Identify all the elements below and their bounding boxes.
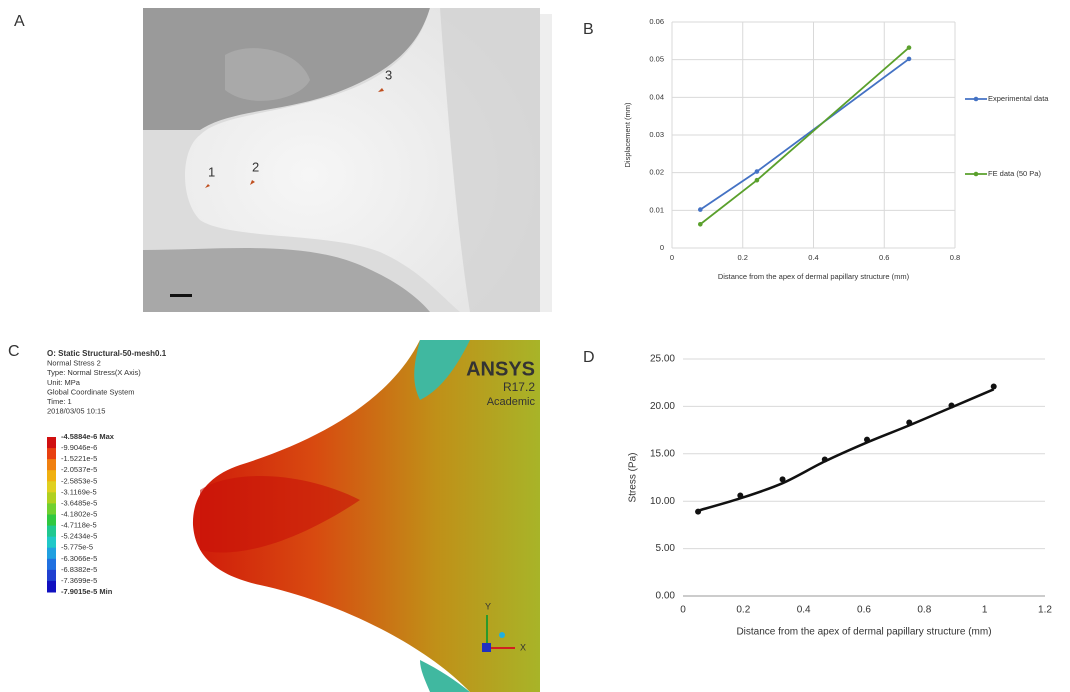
data-point (990, 383, 997, 390)
y-tick-label: 0.06 (649, 17, 664, 26)
color-swatch (47, 481, 56, 493)
legend-value: -6.3066e-5 (61, 554, 97, 563)
data-point (754, 169, 760, 174)
x-tick-label: 0 (680, 605, 686, 616)
legend-value: -2.0537e-5 (61, 465, 97, 474)
ansys-brand: ANSYS (466, 358, 535, 380)
legend-value: -7.3699e-5 (61, 576, 97, 585)
panel-label: D (583, 349, 595, 366)
x-tick-label: 1.2 (1038, 605, 1052, 616)
data-point (698, 221, 703, 227)
color-swatch (47, 514, 56, 527)
y-tick-label: 0.04 (649, 92, 664, 101)
ansys-version: R17.2 (503, 380, 535, 394)
render-info: Global Coordinate System (47, 387, 135, 396)
x-tick-label: 0.2 (736, 605, 750, 616)
legend-value: -2.5853e-5 (61, 476, 97, 485)
legend-value: -1.5221e-5 (61, 454, 97, 463)
y-tick-label: 5.00 (656, 543, 676, 554)
color-swatch (47, 448, 56, 460)
marker-label: 1 (208, 164, 215, 179)
render-info: Time: 1 (47, 397, 72, 406)
legend-value: -5.775e-5 (61, 543, 93, 552)
color-swatch (47, 547, 56, 560)
y-tick-label: 0.03 (649, 130, 664, 139)
panel-label: A (14, 13, 25, 30)
legend-value: -3.6485e-5 (61, 498, 97, 507)
series-line (697, 388, 995, 512)
render-info: Normal Stress 2 (47, 359, 101, 368)
legend-value: -4.5884e-6 Max (61, 432, 115, 441)
legend-value: -4.1802e-5 (61, 509, 97, 518)
legend-value: -7.9015e-5 Min (61, 587, 113, 596)
data-point (779, 476, 786, 483)
legend-value: -9.9046e-6 (61, 443, 97, 452)
legend-swatch (973, 171, 979, 177)
x-tick-label: 0.2 (738, 253, 748, 262)
color-swatch (47, 459, 56, 471)
color-swatch (47, 503, 56, 515)
legend-label: Experimental data (988, 94, 1049, 103)
legend-value: -5.2434e-5 (61, 532, 97, 541)
y-tick-label: 20.00 (650, 401, 675, 412)
data-point (906, 56, 912, 62)
x-tick-label: 0 (670, 253, 674, 262)
y-axis-title: Stress (Pa) (628, 452, 639, 502)
panel-label: C (8, 343, 20, 360)
x-tick-label: 0.4 (797, 605, 811, 616)
fe-render: ANSYS R17.2 Academic Y X (190, 340, 541, 692)
render-info: Type: Normal Stress(X Axis) (47, 368, 141, 377)
x-tick-label: 0.8 (950, 253, 960, 262)
color-swatch (47, 536, 56, 549)
color-swatch (47, 470, 56, 482)
micrograph: 1 2 3 (143, 8, 552, 312)
render-info: O: Static Structural-50-mesh0.1 (47, 349, 167, 358)
legend-value: -4.7118e-5 (61, 521, 97, 530)
x-tick-label: 0.6 (879, 253, 889, 262)
x-tick-label: 0.4 (808, 253, 818, 262)
y-tick-label: 0.00 (656, 591, 676, 602)
x-tick-label: 1 (982, 605, 988, 616)
axis-triad-label: Y (485, 601, 491, 611)
y-tick-label: 0.01 (649, 205, 664, 214)
y-tick-label: 15.00 (650, 448, 675, 459)
color-swatch (47, 437, 56, 449)
marker-label: 3 (385, 67, 392, 82)
marker-label: 2 (252, 159, 259, 174)
color-swatch (47, 525, 56, 538)
legend-value: -6.8382e-5 (61, 565, 97, 574)
y-axis-title: Displacement (mm) (623, 102, 632, 168)
series-line (699, 58, 910, 211)
y-tick-label: 0.05 (649, 55, 664, 64)
y-tick-label: 10.00 (650, 496, 675, 507)
render-info: Unit: MPa (47, 378, 81, 387)
data-point (906, 45, 912, 50)
data-point (698, 207, 703, 212)
x-tick-label: 0.6 (857, 605, 871, 616)
x-tick-label: 0.8 (917, 605, 931, 616)
legend-label: FE data (50 Pa) (988, 169, 1041, 178)
y-tick-label: 0.02 (649, 168, 664, 177)
render-info: 2018/03/05 10:15 (47, 407, 105, 416)
color-swatch (47, 580, 56, 593)
ansys-edition: Academic (487, 396, 536, 408)
y-tick-label: 25.00 (650, 354, 675, 365)
legend-value: -3.1169e-5 (61, 487, 97, 496)
data-point (754, 177, 760, 183)
legend-swatch (973, 96, 979, 102)
panel-label: B (583, 21, 594, 38)
color-swatch (47, 492, 56, 504)
x-axis-title: Distance from the apex of dermal papilla… (718, 272, 910, 281)
axis-triad-label: X (520, 642, 526, 652)
x-axis-title: Distance from the apex of dermal papilla… (736, 627, 991, 638)
color-swatch (47, 558, 56, 571)
color-swatch (47, 569, 56, 582)
y-tick-label: 0 (660, 243, 664, 252)
